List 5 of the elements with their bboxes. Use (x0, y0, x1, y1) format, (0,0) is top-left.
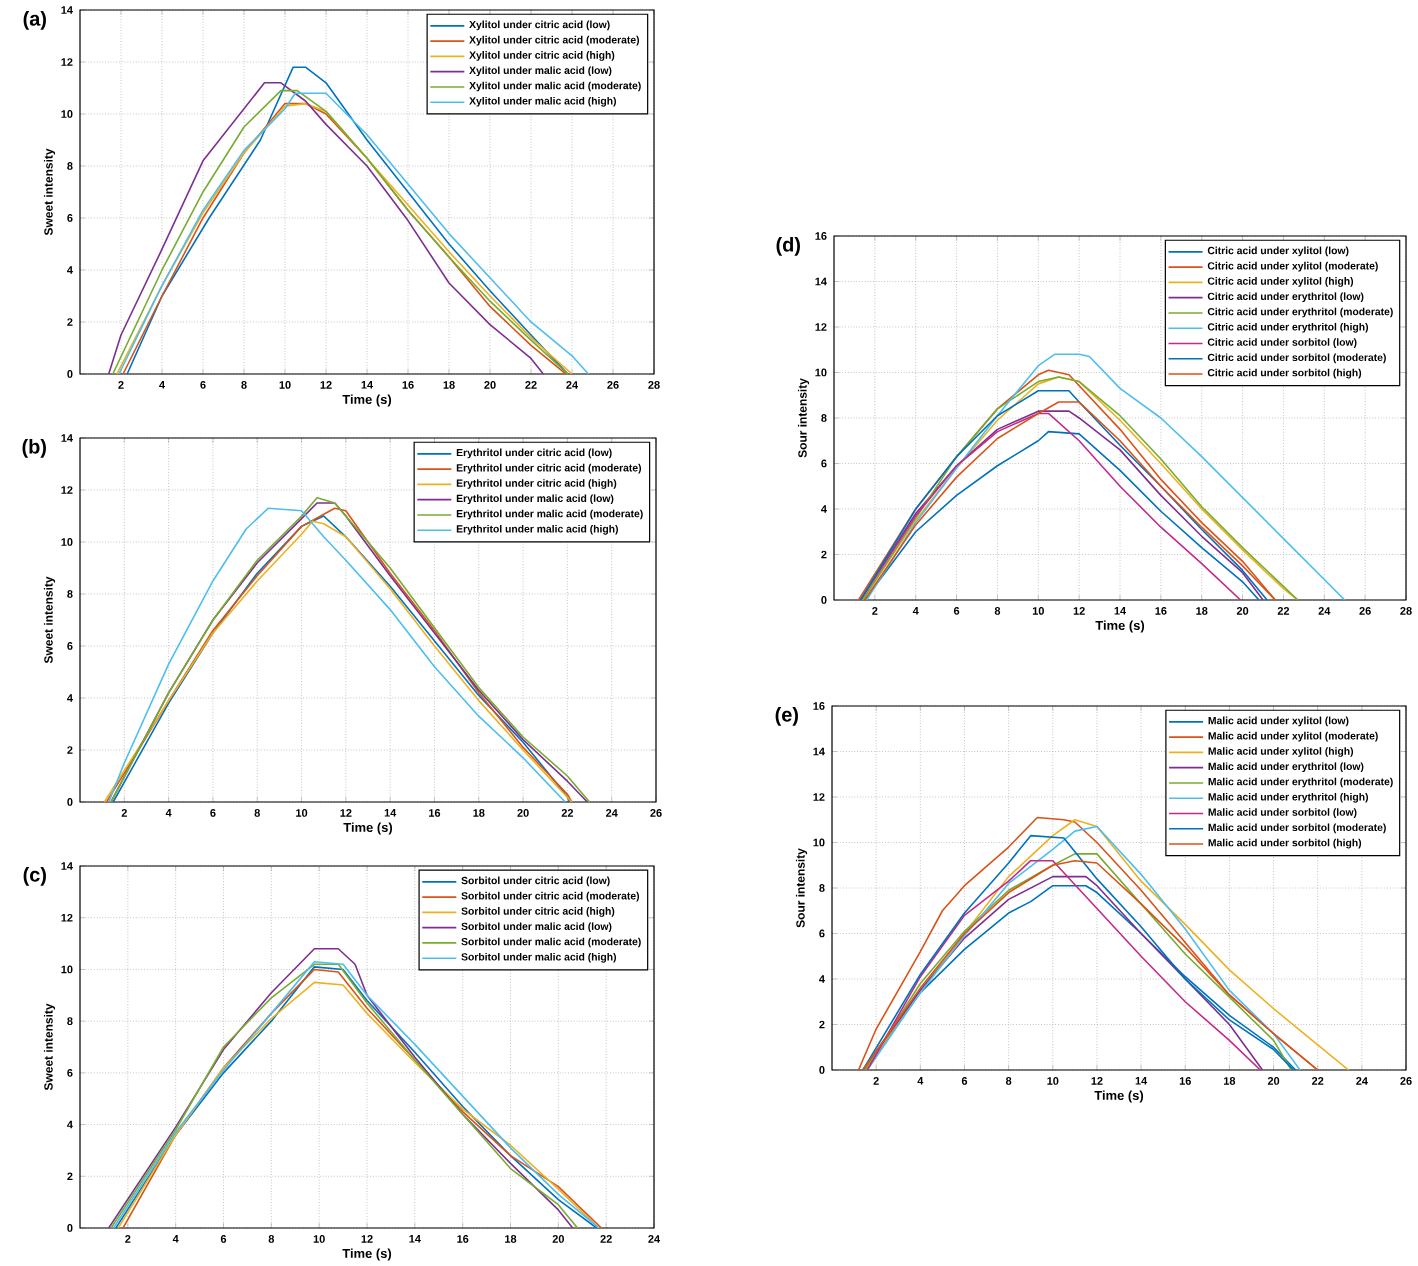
chart-title: (e) (775, 707, 798, 726)
chart-title: (b) (22, 439, 46, 458)
chart-title: (a) (23, 11, 46, 30)
chart-title: (d) (776, 237, 800, 256)
chart-title: (c) (23, 867, 46, 886)
